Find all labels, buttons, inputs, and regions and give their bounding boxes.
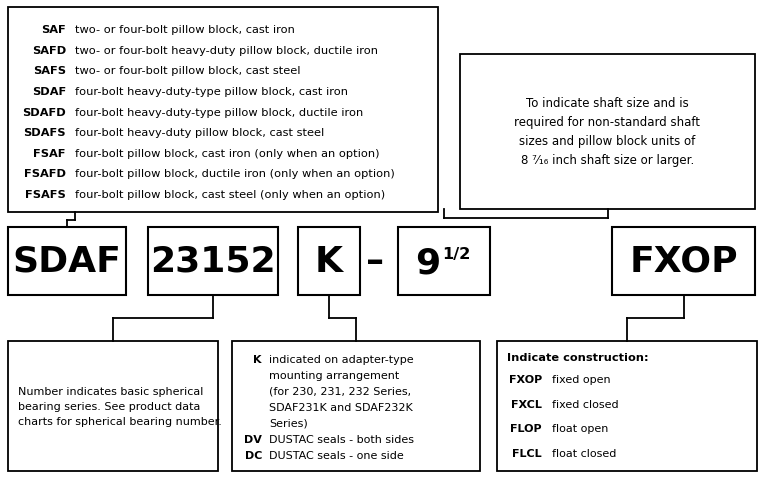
Text: To indicate shaft size and is
required for non-standard shaft
sizes and pillow b: To indicate shaft size and is required f…: [514, 97, 701, 167]
Text: float open: float open: [552, 423, 608, 433]
Text: –: –: [366, 244, 384, 278]
Text: K: K: [315, 244, 343, 278]
Text: DC: DC: [244, 450, 262, 460]
Text: SDAF231K and SDAF232K: SDAF231K and SDAF232K: [269, 402, 413, 412]
Bar: [8, 228, 126, 295]
Bar: [298, 228, 360, 295]
Text: K: K: [254, 354, 262, 364]
Text: DUSTAC seals - one side: DUSTAC seals - one side: [269, 450, 403, 460]
Bar: [232, 341, 480, 471]
Text: mounting arrangement: mounting arrangement: [269, 370, 400, 380]
Text: 23152: 23152: [151, 244, 276, 278]
Text: FXCL: FXCL: [511, 399, 542, 409]
Text: four-bolt pillow block, ductile iron (only when an option): four-bolt pillow block, ductile iron (on…: [75, 169, 395, 179]
Text: two- or four-bolt heavy-duty pillow block, ductile iron: two- or four-bolt heavy-duty pillow bloc…: [75, 46, 378, 56]
Text: four-bolt pillow block, cast iron (only when an option): four-bolt pillow block, cast iron (only …: [75, 148, 380, 158]
Bar: [612, 228, 755, 295]
Text: four-bolt pillow block, cast steel (only when an option): four-bolt pillow block, cast steel (only…: [75, 189, 385, 199]
Text: SAFS: SAFS: [33, 66, 66, 76]
Bar: [8, 341, 218, 471]
Text: indicated on adapter-type: indicated on adapter-type: [269, 354, 413, 364]
Text: Number indicates basic spherical
bearing series. See product data
charts for sph: Number indicates basic spherical bearing…: [18, 386, 222, 426]
Text: fixed open: fixed open: [552, 374, 610, 384]
Text: SDAF: SDAF: [12, 244, 121, 278]
Bar: [497, 341, 757, 471]
Text: SDAFD: SDAFD: [22, 107, 66, 117]
Text: FXOP: FXOP: [630, 244, 738, 278]
Text: four-bolt heavy-duty-type pillow block, ductile iron: four-bolt heavy-duty-type pillow block, …: [75, 107, 363, 117]
Text: SDAFS: SDAFS: [24, 128, 66, 138]
Bar: [8, 8, 438, 213]
Text: FSAFS: FSAFS: [25, 189, 66, 199]
Text: fixed closed: fixed closed: [552, 399, 619, 409]
Text: SDAF: SDAF: [32, 87, 66, 97]
Bar: [398, 228, 490, 295]
Text: two- or four-bolt pillow block, cast iron: two- or four-bolt pillow block, cast iro…: [75, 25, 295, 35]
Text: FLOP: FLOP: [510, 423, 542, 433]
Text: two- or four-bolt pillow block, cast steel: two- or four-bolt pillow block, cast ste…: [75, 66, 300, 76]
Text: four-bolt heavy-duty pillow block, cast steel: four-bolt heavy-duty pillow block, cast …: [75, 128, 324, 138]
Text: four-bolt heavy-duty-type pillow block, cast iron: four-bolt heavy-duty-type pillow block, …: [75, 87, 348, 97]
Text: SAF: SAF: [41, 25, 66, 35]
Text: (for 230, 231, 232 Series,: (for 230, 231, 232 Series,: [269, 386, 411, 396]
Text: 9: 9: [415, 247, 440, 280]
Text: SAFD: SAFD: [32, 46, 66, 56]
Bar: [148, 228, 278, 295]
Bar: [460, 55, 755, 210]
Text: FXOP: FXOP: [509, 374, 542, 384]
Text: 1/2: 1/2: [442, 247, 471, 262]
Text: float closed: float closed: [552, 448, 617, 458]
Text: Series): Series): [269, 418, 308, 428]
Text: FLCL: FLCL: [513, 448, 542, 458]
Text: DUSTAC seals - both sides: DUSTAC seals - both sides: [269, 434, 414, 444]
Text: DV: DV: [244, 434, 262, 444]
Text: Indicate construction:: Indicate construction:: [507, 352, 649, 362]
Text: FSAF: FSAF: [34, 148, 66, 158]
Text: FSAFD: FSAFD: [24, 169, 66, 179]
